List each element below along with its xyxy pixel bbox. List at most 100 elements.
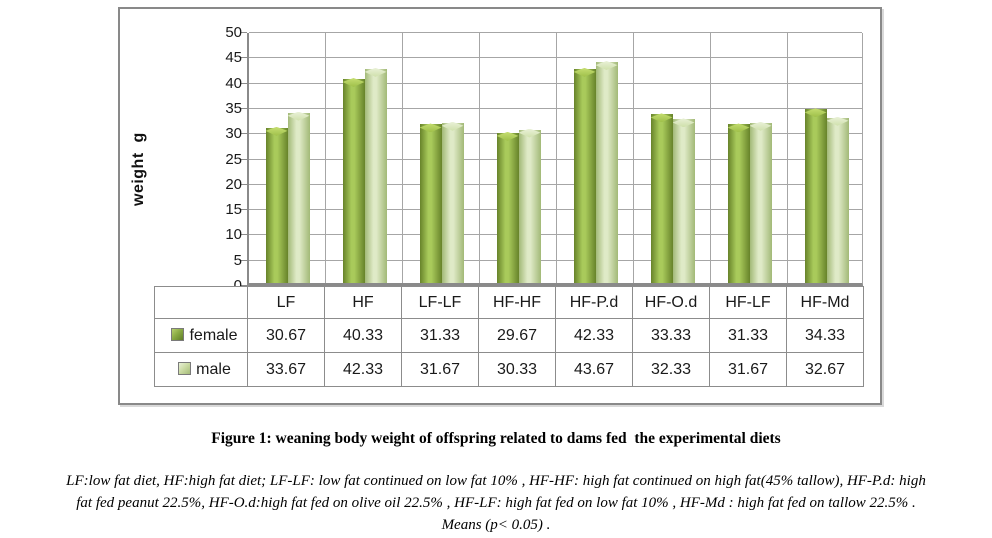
bar-cap (518, 128, 541, 138)
y-tick-mark-25 (241, 158, 247, 160)
chart-frame: weight g 0 5 10 15 20 25 30 35 40 45 50 LF HF LF-LF H… (118, 7, 882, 405)
bar-cap (364, 67, 387, 77)
gridline-50 (249, 32, 862, 33)
bar-male-HF-P.d (595, 61, 618, 283)
value-male-HF-HF: 30.33 (478, 352, 556, 387)
value-female-HF-Md: 34.33 (786, 318, 864, 353)
y-tick-mark-15 (241, 209, 247, 211)
value-male-LF: 33.67 (247, 352, 325, 387)
value-female-HF: 40.33 (324, 318, 402, 353)
bar-female-HF-Md (804, 108, 827, 283)
y-tick-mark-0 (241, 285, 247, 286)
y-tick-mark-10 (241, 234, 247, 236)
y-tick-mark-20 (241, 183, 247, 185)
footnote-line-1: LF:low fat diet, HF:high fat diet; LF-LF… (66, 473, 926, 489)
bar-cap (804, 108, 827, 118)
table-header-row: LF HF LF-LF HF-HF HF-P.d HF-O.d HF-LF HF-Md (154, 286, 864, 319)
category-header-LF: LF (247, 286, 325, 319)
category-header-HF-O.d: HF-O.d (632, 286, 710, 319)
bar-cap (826, 116, 849, 126)
gridline-45 (249, 57, 862, 59)
bar-cap (419, 123, 442, 133)
bar-male-LF-LF (441, 121, 464, 283)
table-row-male: male 33.67 42.33 31.67 30.33 43.67 32.33 31.67 3… (154, 352, 864, 387)
bar-cap (265, 126, 288, 136)
legend-label-male: male (154, 352, 248, 387)
legend-key-icon-male (178, 361, 192, 375)
bar-female-HF (342, 77, 365, 283)
y-tick-label-30: 30 (225, 125, 242, 143)
y-tick-label-0: 0 (233, 277, 242, 294)
category-header-HF-HF: HF-HF (478, 286, 556, 319)
bar-cap (573, 67, 596, 77)
bar-cap (650, 113, 673, 123)
table-row-female: female 30.67 40.33 31.33 29.67 42.33 33.33 31.3… (154, 318, 864, 353)
value-male-HF: 42.33 (324, 352, 402, 387)
y-tick-label-50: 50 (225, 24, 242, 41)
category-header-HF: HF (324, 286, 402, 319)
y-tick-label-5: 5 (233, 251, 242, 269)
bar-male-HF (364, 67, 387, 283)
bar-cap (496, 131, 519, 141)
y-tick-mark-40 (241, 82, 247, 84)
value-male-HF-LF: 31.67 (709, 352, 787, 387)
bar-cap (727, 123, 750, 133)
bar-male-HF-O.d (672, 118, 695, 283)
value-female-HF-P.d: 42.33 (555, 318, 633, 353)
value-male-HF-O.d: 32.33 (632, 352, 710, 387)
category-header-HF-P.d: HF-P.d (555, 286, 633, 319)
y-tick-mark-5 (241, 259, 247, 261)
y-tick-label-20: 20 (225, 175, 242, 193)
category-header-HF-Md: HF-Md (786, 286, 864, 319)
category-separator (556, 33, 557, 283)
value-female-HF-LF: 31.33 (709, 318, 787, 353)
category-separator (402, 33, 403, 283)
y-tick-mark-50 (241, 32, 247, 33)
bar-female-LF-LF (419, 123, 442, 283)
y-tick-label-10: 10 (225, 226, 242, 244)
gridline-30 (249, 133, 862, 135)
category-separator (787, 33, 788, 283)
y-tick-mark-30 (241, 133, 247, 135)
bar-male-LF (287, 111, 310, 283)
bar-female-HF-LF (727, 123, 750, 283)
category-separator (479, 33, 480, 283)
category-separator (325, 33, 326, 283)
bar-cap (595, 61, 618, 71)
plot-area (241, 32, 863, 286)
gridline-5 (249, 259, 862, 261)
bar-female-HF-P.d (573, 67, 596, 283)
figure-caption: Figure 1: weaning body weight of offspri… (211, 430, 781, 447)
footnote-line-3: Means (p< 0.05) . (441, 517, 551, 533)
gridline-40 (249, 82, 862, 84)
bar-cap (672, 118, 695, 128)
data-table: LF HF LF-LF HF-HF HF-P.d HF-O.d HF-LF HF-Md fema… (154, 286, 864, 387)
value-male-HF-P.d: 43.67 (555, 352, 633, 387)
y-axis-title: weight g (130, 132, 147, 206)
y-tick-label-45: 45 (225, 49, 242, 67)
category-header-LF-LF: LF-LF (401, 286, 479, 319)
table-corner-blank (154, 286, 248, 319)
y-tick-label-15: 15 (225, 201, 242, 219)
gridline-25 (249, 158, 862, 160)
bar-cap (287, 111, 310, 121)
bar-cap (749, 121, 772, 131)
category-header-HF-LF: HF-LF (709, 286, 787, 319)
value-male-LF-LF: 31.67 (401, 352, 479, 387)
bar-male-HF-Md (826, 116, 849, 283)
value-female-HF-O.d: 33.33 (632, 318, 710, 353)
bar-female-LF (265, 126, 288, 283)
value-female-HF-HF: 29.67 (478, 318, 556, 353)
value-female-LF-LF: 31.33 (401, 318, 479, 353)
bar-female-HF-HF (496, 131, 519, 283)
bar-male-HF-LF (749, 121, 772, 283)
gridline-20 (249, 183, 862, 185)
y-tick-label-25: 25 (225, 150, 242, 168)
y-tick-label-35: 35 (225, 99, 242, 117)
value-female-LF: 30.67 (247, 318, 325, 353)
footnote-line-2: fat fed peanut 22.5%, HF-O.d:high fat fe… (76, 495, 916, 511)
bar-female-HF-O.d (650, 113, 673, 283)
category-separator (633, 33, 634, 283)
y-tick-label-40: 40 (225, 74, 242, 92)
